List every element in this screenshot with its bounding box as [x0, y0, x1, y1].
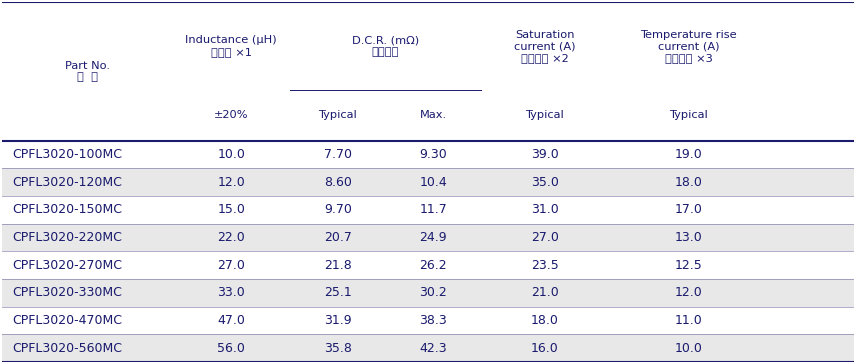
- Text: 19.0: 19.0: [675, 148, 703, 161]
- Text: Typical: Typical: [669, 110, 708, 120]
- Text: 56.0: 56.0: [217, 341, 245, 355]
- Text: 12.0: 12.0: [217, 175, 245, 189]
- Text: 38.3: 38.3: [419, 314, 447, 327]
- Text: 16.0: 16.0: [531, 341, 559, 355]
- Text: 10.0: 10.0: [217, 148, 245, 161]
- Text: Inductance (μH)
电感值 ×1: Inductance (μH) 电感值 ×1: [186, 35, 277, 57]
- Bar: [2, 251, 854, 279]
- Text: 27.0: 27.0: [531, 231, 559, 244]
- Bar: [2, 279, 854, 306]
- Text: 25.1: 25.1: [324, 286, 352, 299]
- Text: CPFL3020-100MC: CPFL3020-100MC: [12, 148, 122, 161]
- Text: 12.5: 12.5: [675, 258, 703, 272]
- Text: 7.70: 7.70: [324, 148, 352, 161]
- Text: 10.0: 10.0: [675, 341, 703, 355]
- Bar: [2, 196, 854, 223]
- Bar: [2, 334, 854, 362]
- Text: 9.30: 9.30: [419, 148, 447, 161]
- Text: Part No.
型  号: Part No. 型 号: [65, 60, 110, 82]
- Text: ±20%: ±20%: [214, 110, 248, 120]
- Text: 9.70: 9.70: [324, 203, 352, 216]
- Text: CPFL3020-330MC: CPFL3020-330MC: [12, 286, 122, 299]
- Text: 11.7: 11.7: [419, 203, 447, 216]
- Text: 8.60: 8.60: [324, 175, 352, 189]
- Text: 23.5: 23.5: [531, 258, 559, 272]
- Text: 31.9: 31.9: [324, 314, 352, 327]
- Text: 15.0: 15.0: [217, 203, 245, 216]
- Text: 21.8: 21.8: [324, 258, 352, 272]
- Text: 11.0: 11.0: [675, 314, 703, 327]
- Bar: [2, 168, 854, 196]
- Text: 10.4: 10.4: [419, 175, 447, 189]
- Text: 20.7: 20.7: [324, 231, 352, 244]
- Bar: [2, 223, 854, 251]
- Text: 18.0: 18.0: [675, 175, 703, 189]
- Text: 47.0: 47.0: [217, 314, 245, 327]
- Text: CPFL3020-560MC: CPFL3020-560MC: [12, 341, 122, 355]
- Text: 22.0: 22.0: [217, 231, 245, 244]
- Text: Max.: Max.: [419, 110, 447, 120]
- Text: 18.0: 18.0: [531, 314, 559, 327]
- Text: 39.0: 39.0: [531, 148, 559, 161]
- Text: CPFL3020-470MC: CPFL3020-470MC: [12, 314, 122, 327]
- Text: 26.2: 26.2: [419, 258, 447, 272]
- Text: 33.0: 33.0: [217, 286, 245, 299]
- Bar: [2, 141, 854, 168]
- Text: 13.0: 13.0: [675, 231, 703, 244]
- Text: Typical: Typical: [526, 110, 564, 120]
- Text: CPFL3020-120MC: CPFL3020-120MC: [12, 175, 122, 189]
- Bar: [2, 306, 854, 334]
- Text: 42.3: 42.3: [419, 341, 447, 355]
- Text: 17.0: 17.0: [675, 203, 703, 216]
- Text: 12.0: 12.0: [675, 286, 703, 299]
- Text: 27.0: 27.0: [217, 258, 245, 272]
- Text: 31.0: 31.0: [531, 203, 559, 216]
- Text: 21.0: 21.0: [531, 286, 559, 299]
- Text: 35.8: 35.8: [324, 341, 352, 355]
- Text: Temperature rise
current (A)
温升电流 ×3: Temperature rise current (A) 温升电流 ×3: [640, 29, 737, 63]
- Text: CPFL3020-220MC: CPFL3020-220MC: [12, 231, 122, 244]
- Text: 30.2: 30.2: [419, 286, 447, 299]
- Text: D.C.R. (mΩ)
直流电阱: D.C.R. (mΩ) 直流电阱: [352, 35, 419, 57]
- Text: CPFL3020-270MC: CPFL3020-270MC: [12, 258, 122, 272]
- Text: Typical: Typical: [318, 110, 357, 120]
- Text: Saturation
current (A)
饱和电流 ×2: Saturation current (A) 饱和电流 ×2: [514, 29, 575, 63]
- Text: 24.9: 24.9: [419, 231, 447, 244]
- Text: 35.0: 35.0: [531, 175, 559, 189]
- Text: CPFL3020-150MC: CPFL3020-150MC: [12, 203, 122, 216]
- Bar: [2, 2, 854, 141]
